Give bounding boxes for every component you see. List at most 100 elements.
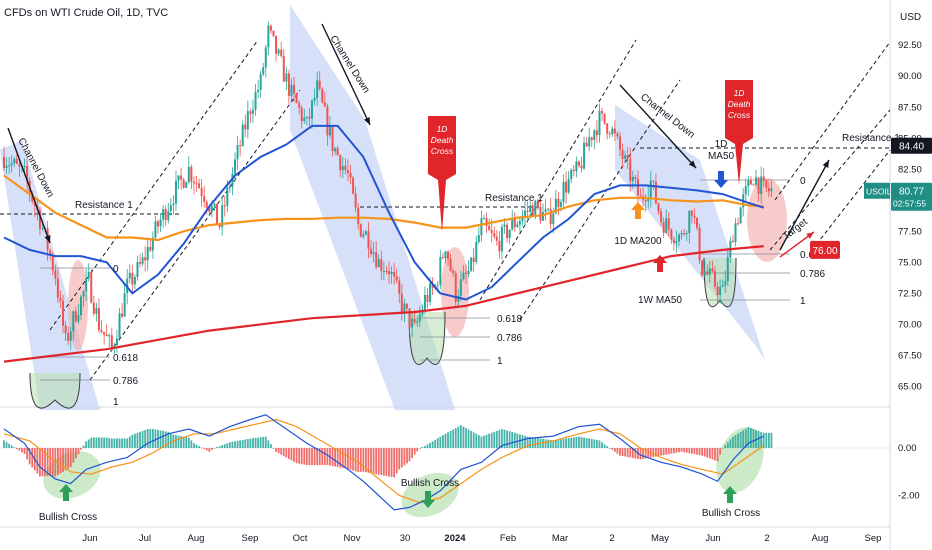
candle-body <box>495 236 498 241</box>
macd-histogram-bar <box>175 435 177 448</box>
macd-histogram-bar <box>765 432 768 448</box>
candle-body <box>77 315 80 322</box>
candle-body <box>734 223 737 243</box>
macd-histogram-bar <box>3 440 5 448</box>
price-tick-4: 82.50 <box>898 164 922 175</box>
macd-histogram-bar <box>367 448 370 473</box>
macd-histogram-bar <box>544 439 547 448</box>
macd-histogram-bar <box>393 448 396 478</box>
macd-histogram-bar <box>447 432 449 448</box>
candle-body <box>726 257 729 282</box>
candle-body <box>616 133 619 137</box>
candle-body <box>362 234 365 237</box>
macd-histogram-bar <box>15 448 18 449</box>
time-tick-15: Sep <box>865 533 882 544</box>
ma50-1d-line <box>3 124 765 301</box>
candle-body <box>603 113 606 124</box>
fib-2-label-1: 1 <box>497 356 503 367</box>
candle-body <box>377 259 380 268</box>
candle-body <box>472 257 475 262</box>
candle-body <box>701 260 704 276</box>
candle-body <box>678 234 681 242</box>
macd-histogram-bar <box>36 448 39 474</box>
macd-histogram-bar <box>295 448 298 464</box>
candle-body <box>531 205 534 217</box>
macd-histogram-bar <box>100 437 103 448</box>
candle-body <box>5 165 8 169</box>
macd-histogram-bar <box>26 448 28 460</box>
macd-histogram-bar <box>203 448 206 449</box>
candle-body <box>731 240 734 243</box>
macd-histogram-bar <box>408 448 411 462</box>
candle-body <box>198 183 201 189</box>
candle-body <box>118 313 121 339</box>
candle-body <box>287 73 290 96</box>
price-tick-9: 70.00 <box>898 319 922 330</box>
macd-histogram-bar <box>280 448 283 455</box>
macd-histogram-bar <box>223 444 226 448</box>
candles <box>3 21 773 355</box>
candle-body <box>321 88 324 103</box>
macd-tick-1: -2.00 <box>898 491 920 502</box>
candle-body <box>159 219 162 227</box>
candle-body <box>359 224 362 237</box>
candle-body <box>339 155 342 171</box>
macd-histogram-bar <box>69 448 72 467</box>
macd-histogram-bar <box>413 448 416 455</box>
macd-histogram-bar <box>216 447 218 448</box>
symbol-badge <box>864 182 890 199</box>
death-cross-balloon-2-shape <box>725 80 753 185</box>
macd-histogram-bar <box>719 448 721 455</box>
candle-body <box>244 124 247 130</box>
candle-body <box>92 302 95 314</box>
candle-body <box>128 272 131 279</box>
candle-body <box>241 124 244 146</box>
candle-body <box>447 251 450 259</box>
macd-histogram-bar <box>549 440 552 448</box>
macd-histogram-bar <box>82 445 85 448</box>
time-tick-10: 2 <box>609 533 614 544</box>
candle-body <box>174 180 177 204</box>
macd-histogram-bar <box>208 448 211 452</box>
macd-histogram-bar <box>249 438 252 448</box>
candle-body <box>164 209 167 221</box>
current-price-badge <box>891 182 932 211</box>
macd-histogram-bar <box>750 428 752 448</box>
macd-histogram-bar <box>657 448 660 457</box>
macd-histogram-bar <box>59 448 62 474</box>
macd-histogram-bar <box>28 448 31 465</box>
macd-histogram-bar <box>560 439 562 448</box>
projection-top <box>774 41 891 201</box>
ma50-1w-line <box>3 245 764 363</box>
candle-body <box>203 195 206 202</box>
macd-histogram-bar <box>655 448 657 457</box>
macd-histogram-bar <box>493 431 496 448</box>
candle-body <box>572 169 575 172</box>
candle-body <box>313 97 316 101</box>
candle-body <box>177 175 180 181</box>
candle-body <box>724 281 727 286</box>
target-badge <box>810 240 840 259</box>
fib-1-label-1: 1 <box>113 397 119 408</box>
macd-histogram-bar <box>593 439 596 448</box>
candle-body <box>667 218 670 230</box>
macd-histogram-bar <box>231 441 234 448</box>
fib-2-label-786: 0.786 <box>497 333 522 344</box>
macd-histogram-bar <box>8 443 11 448</box>
fib-1-label-786: 0.786 <box>113 376 138 387</box>
macd-histogram-bar <box>277 448 280 454</box>
candle-body <box>49 250 52 256</box>
candle-body <box>503 224 506 227</box>
macd-histogram-bar <box>372 448 375 474</box>
macd-histogram-bar <box>442 435 444 448</box>
candle-body <box>154 221 157 238</box>
candle-body <box>606 123 609 134</box>
macd-histogram-bar <box>51 448 54 477</box>
macd-histogram-bar <box>583 437 585 448</box>
candle-body <box>405 303 408 309</box>
candle-body <box>357 207 360 225</box>
fib-1-label-0: 0 <box>113 264 119 275</box>
macd-histogram-bar <box>272 448 275 449</box>
candle-body <box>554 198 557 214</box>
candle-body <box>654 181 657 204</box>
